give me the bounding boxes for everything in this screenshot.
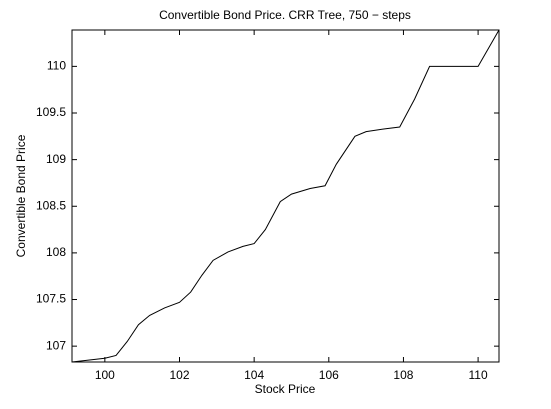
x-tick-label: 100: [95, 368, 115, 382]
y-tick-label: 107: [46, 338, 66, 352]
x-tick-label: 104: [244, 368, 264, 382]
y-tick-label: 108.5: [36, 198, 66, 212]
y-tick-label: 109: [46, 152, 66, 166]
plot-frame: [71, 29, 500, 363]
x-tick-label: 108: [393, 368, 413, 382]
y-tick-label: 110: [47, 59, 66, 73]
x-axis-label: Stock Price: [255, 382, 316, 396]
y-tick-label: 107.5: [36, 292, 66, 306]
x-tick-label: 102: [169, 368, 189, 382]
chart-title: Convertible Bond Price. CRR Tree, 750 − …: [159, 8, 411, 22]
y-axis-label: Convertible Bond Price: [14, 134, 28, 257]
x-tick-label: 110: [469, 368, 488, 382]
y-tick-label: 109.5: [36, 105, 66, 119]
y-tick-label: 108: [46, 245, 66, 259]
x-tick-label: 106: [319, 368, 339, 382]
line: [71, 29, 500, 363]
